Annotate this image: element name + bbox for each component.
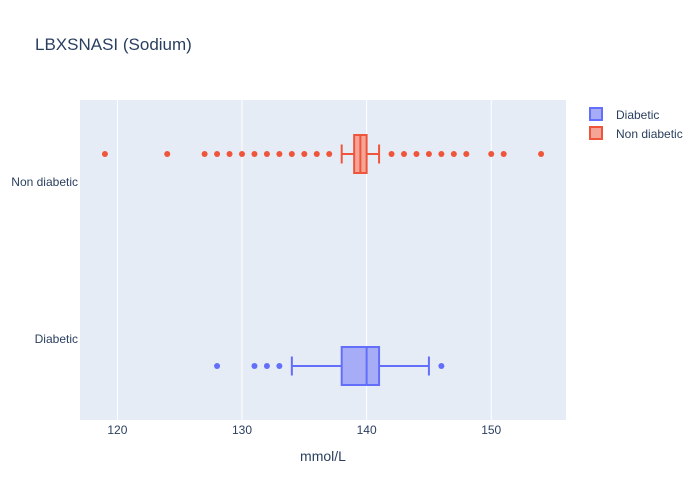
- outlier-point-non-diabetic: [388, 151, 395, 157]
- legend-item-diabetic[interactable]: Diabetic: [589, 107, 659, 122]
- outlier-point-non-diabetic: [239, 151, 245, 157]
- outlier-point-non-diabetic: [101, 151, 108, 157]
- outlier-point-non-diabetic: [288, 151, 295, 157]
- outlier-point-non-diabetic: [438, 151, 445, 157]
- outlier-point-non-diabetic: [313, 151, 320, 157]
- outlier-point-diabetic: [263, 363, 270, 369]
- x-tick-label-140: 140: [357, 423, 377, 437]
- outlier-point-diabetic: [251, 363, 258, 369]
- outlier-point-non-diabetic: [276, 151, 283, 157]
- outlier-point-non-diabetic: [413, 151, 420, 157]
- outlier-point-non-diabetic: [500, 151, 507, 157]
- outlier-point-diabetic: [276, 363, 283, 369]
- outlier-point-non-diabetic: [226, 151, 233, 157]
- outlier-point-non-diabetic: [463, 151, 470, 157]
- y-tick-non-diabetic: Non diabetic: [11, 175, 78, 189]
- legend-label-diabetic: Diabetic: [616, 108, 659, 122]
- outlier-point-non-diabetic: [251, 151, 258, 157]
- legend-swatch-non-diabetic: [589, 126, 603, 140]
- x-tick-label-120: 120: [107, 423, 127, 437]
- box-trace-non-diabetic[interactable]: [101, 134, 545, 174]
- x-axis-title: mmol/L: [300, 448, 346, 464]
- outlier-point-non-diabetic: [401, 151, 407, 157]
- legend-swatch-diabetic: [589, 107, 603, 121]
- x-tick-label-130: 130: [232, 423, 252, 437]
- x-tick-label-150: 150: [481, 423, 501, 437]
- legend-item-non-diabetic[interactable]: Non diabetic: [589, 126, 683, 141]
- legend: Diabetic Non diabetic: [589, 107, 683, 141]
- legend-label-non-diabetic: Non diabetic: [616, 127, 683, 141]
- iqr-box-diabetic: [340, 346, 381, 386]
- outlier-point-non-diabetic: [164, 151, 171, 157]
- outlier-point-diabetic: [438, 363, 445, 369]
- box-traces: [101, 134, 545, 386]
- plot-area: [80, 100, 566, 420]
- outlier-point-non-diabetic: [214, 151, 221, 157]
- outlier-point-non-diabetic: [488, 151, 495, 157]
- outlier-point-non-diabetic: [201, 151, 208, 157]
- outlier-point-non-diabetic: [425, 151, 432, 157]
- outlier-point-non-diabetic: [301, 151, 308, 157]
- outlier-point-non-diabetic: [450, 151, 457, 157]
- outlier-point-non-diabetic: [326, 151, 333, 157]
- y-tick-diabetic: Diabetic: [35, 332, 78, 346]
- outlier-point-non-diabetic: [263, 151, 270, 157]
- chart-title: LBXSNASI (Sodium): [35, 35, 192, 54]
- outlier-point-diabetic: [214, 363, 221, 369]
- x-axis-ticks: 120 130 140 150: [107, 423, 501, 437]
- box-trace-diabetic[interactable]: [214, 346, 445, 386]
- outlier-point-non-diabetic: [538, 151, 545, 157]
